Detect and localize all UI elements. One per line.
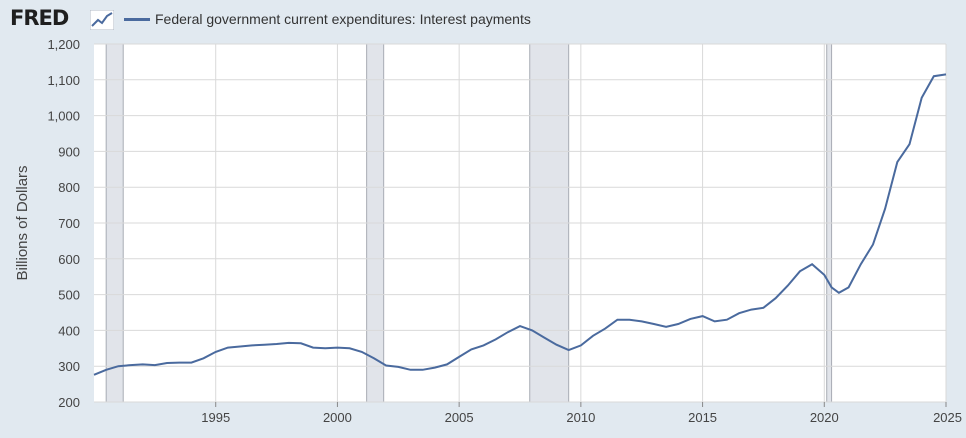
x-tick-label: 1995 <box>201 410 230 425</box>
x-tick-label: 2000 <box>323 410 352 425</box>
y-axis-ticks: 200 300 400 500 600 700 800 900 1,000 1,100 1,200 <box>47 37 80 410</box>
y-tick-label: 600 <box>58 252 80 267</box>
x-tick-label: 2025 <box>933 410 962 425</box>
y-tick-label: 800 <box>58 180 80 195</box>
y-tick-label: 500 <box>58 288 80 303</box>
y-tick-label: 300 <box>58 359 80 374</box>
y-tick-label: 1,100 <box>47 73 80 88</box>
legend-label: Federal government current expenditures:… <box>155 11 531 27</box>
x-tick-label: 2015 <box>688 410 717 425</box>
chart-line-icon <box>90 10 114 30</box>
x-tick-label: 2010 <box>566 410 595 425</box>
chart-header: FRED Federal government current expendit… <box>0 0 966 40</box>
series-line[interactable] <box>93 73 947 376</box>
y-tick-label: 200 <box>58 395 80 410</box>
x-tick-label: 2005 <box>445 410 474 425</box>
x-tick-label: 2020 <box>810 410 839 425</box>
y-tick-label: 1,200 <box>47 37 80 52</box>
y-tick-label: 900 <box>58 144 80 159</box>
y-tick-label: 1,000 <box>47 109 80 124</box>
chart-legend: Federal government current expenditures:… <box>124 11 531 27</box>
y-tick-label: 400 <box>58 323 80 338</box>
x-axis-ticks: 1995 2000 2005 2010 2015 2020 2025 <box>201 402 962 425</box>
fred-logo[interactable]: FRED <box>10 6 69 30</box>
legend-swatch <box>124 17 150 21</box>
y-tick-label: 700 <box>58 216 80 231</box>
grid-lines <box>94 43 947 403</box>
y-axis-label: Billions of Dollars <box>14 165 31 280</box>
